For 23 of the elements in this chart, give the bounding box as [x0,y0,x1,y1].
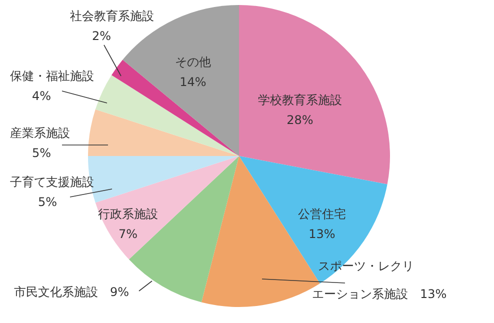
slice-label: スポーツ・レクリエーション系施設 13% [312,259,447,301]
pie-slice [88,109,239,156]
pie-slice [95,156,239,260]
data-label: 4% [32,89,52,103]
slice-label: 社会教育系施設 [70,9,154,23]
data-label: 28% [286,113,314,127]
slice-label: 保健・福祉施設 [10,69,94,83]
pie-slice [239,156,388,284]
slice-label: 学校教育系施設 [258,93,342,107]
pie-slice [95,75,239,156]
data-label: 5% [38,195,58,209]
slice-label: 子育て支援施設 [10,175,94,189]
pie-slice [239,5,390,184]
data-label: 7% [118,227,138,241]
data-label: 14% [180,75,206,89]
data-label: 13% [308,227,336,241]
slice-label: 産業系施設 [10,126,70,140]
slice-label: 行政系施設 [98,207,158,221]
slice-label: その他 [175,55,211,69]
slice-label: 公営住宅 [298,207,346,221]
data-label: 5% [32,146,52,160]
slice-label: 市民文化系施設 9% [14,285,130,299]
data-label: 2% [92,29,112,43]
